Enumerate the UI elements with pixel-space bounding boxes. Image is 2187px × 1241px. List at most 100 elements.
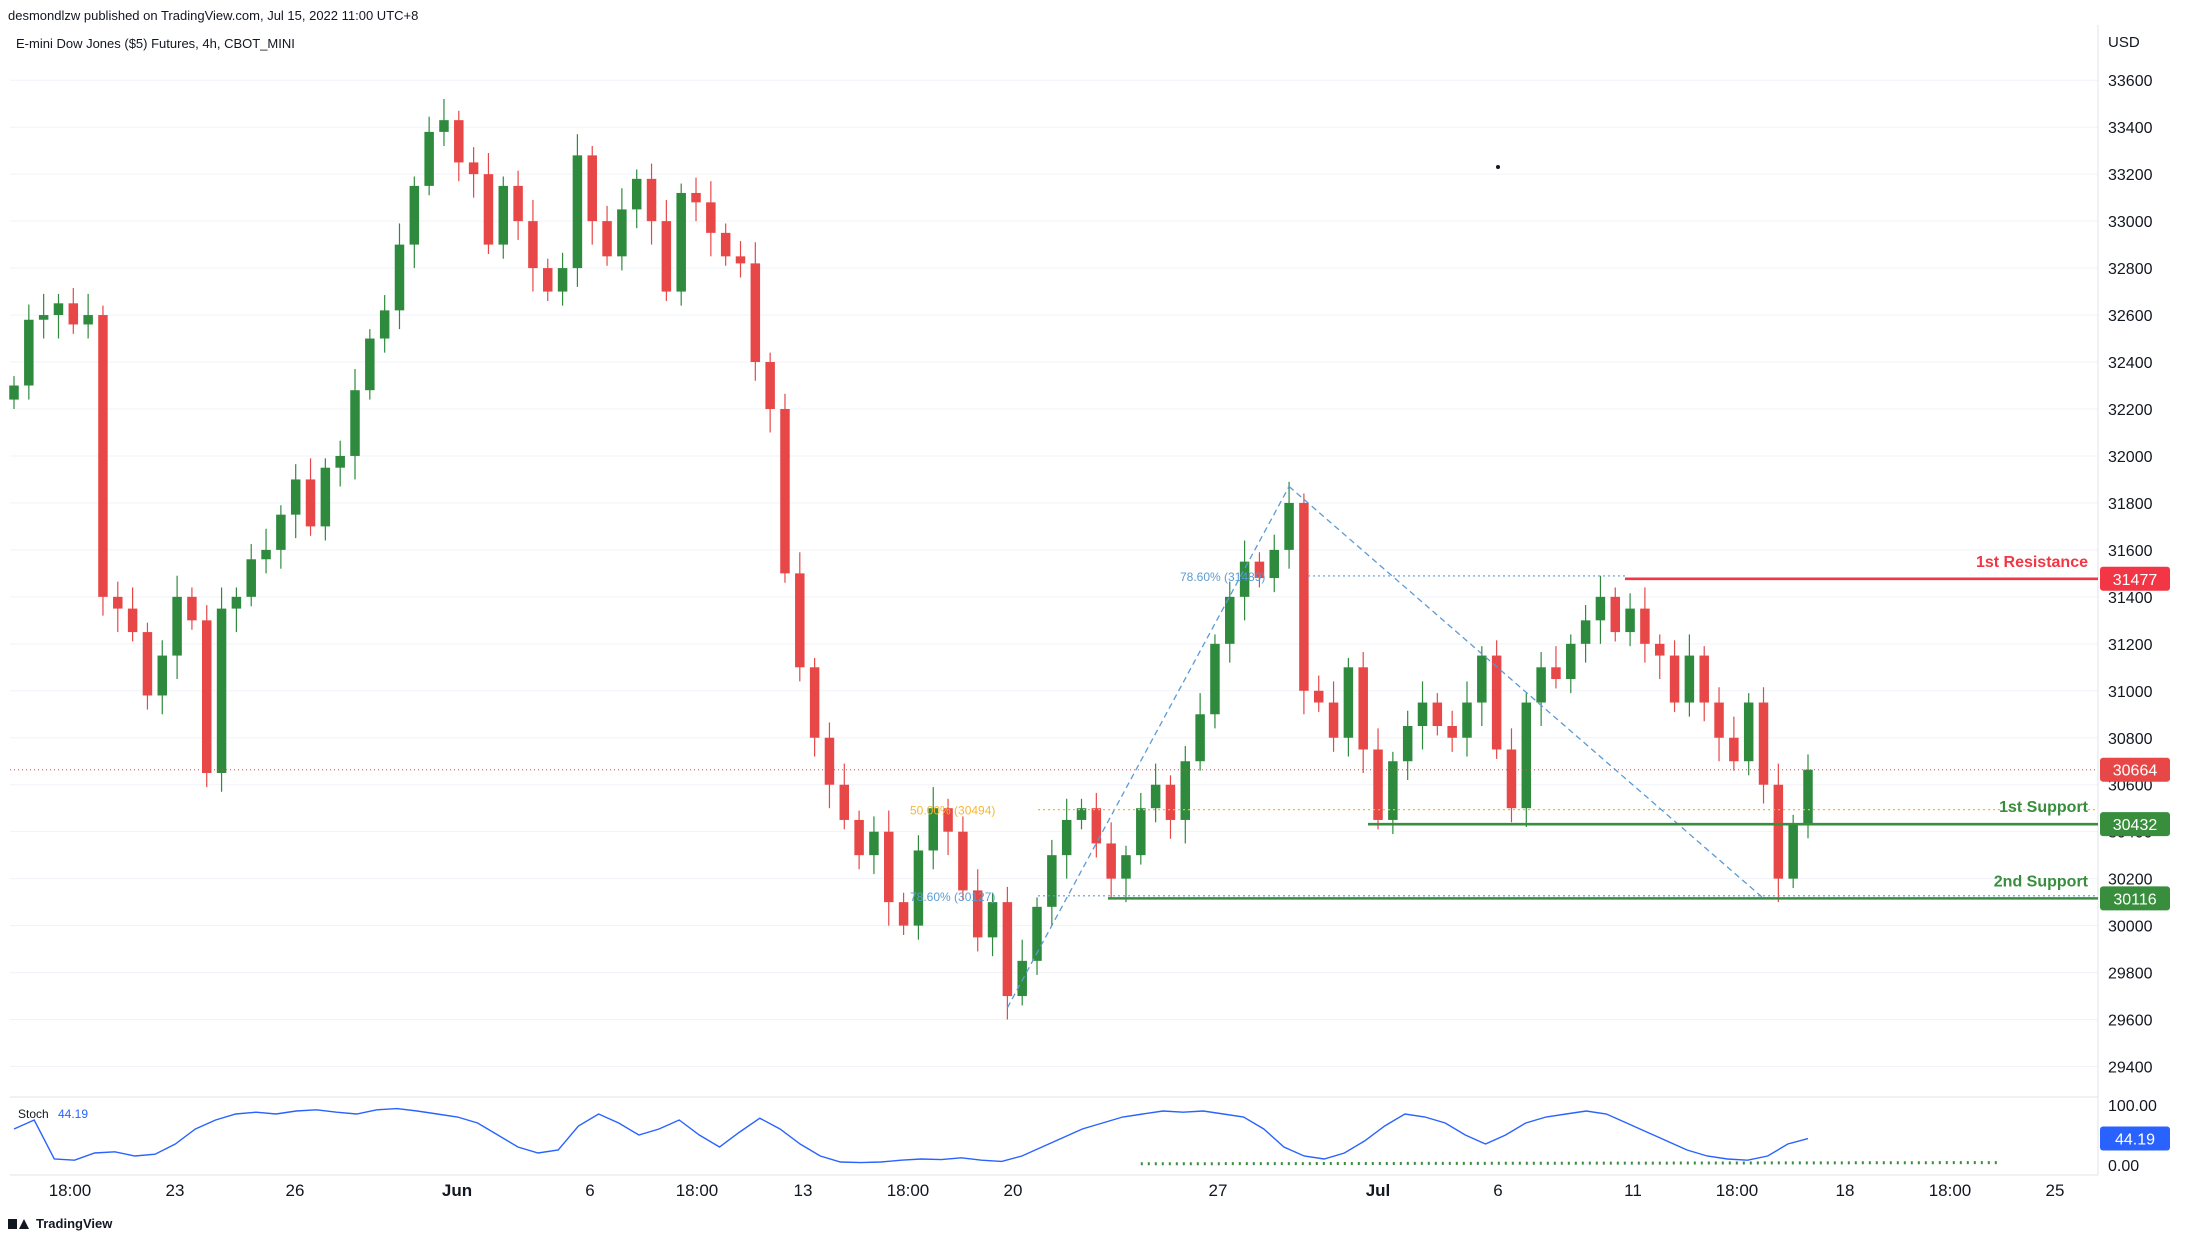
candle-body (201, 620, 212, 773)
level-label: 1st Support (1999, 799, 2089, 816)
level-price-tag (2100, 886, 2170, 911)
candle-body (24, 319, 34, 386)
candle-body (1580, 620, 1591, 644)
price-labels: 31477 30432 30116 30664 44.19 (2100, 566, 2170, 1151)
stoch-tick-label: 0.00 (2108, 1158, 2139, 1175)
candle-body (157, 655, 168, 696)
candle-body (543, 268, 553, 292)
candle-body (1150, 784, 1161, 809)
candle-body (1506, 749, 1517, 809)
fib-level-label: 78.60% (30127) (910, 890, 995, 904)
time-tick-label: 18:00 (676, 1181, 719, 1200)
price-tick-label: 32600 (2108, 308, 2153, 325)
candle-body (1610, 596, 1621, 633)
candle-body (1061, 819, 1072, 856)
price-tick-label: 29800 (2108, 966, 2153, 983)
candle-body (1047, 855, 1057, 907)
candle-body (1803, 769, 1813, 825)
price-axis[interactable]: 2940029600298003000030200304003060030800… (2108, 73, 2157, 1175)
candle-body (943, 808, 953, 832)
candle-body (1566, 643, 1576, 680)
candle-body (1299, 502, 1309, 691)
candle-body (1106, 843, 1116, 879)
candle-body (1788, 824, 1798, 879)
candle-body (305, 479, 316, 527)
time-tick-label: 27 (1209, 1181, 1228, 1200)
candle-body (68, 303, 79, 325)
candle-body (898, 902, 909, 926)
last-price-tag (2100, 757, 2170, 782)
candle-body (454, 120, 464, 163)
candle-body (216, 608, 227, 773)
candle-body (1091, 808, 1102, 844)
candle-body (706, 202, 716, 233)
candle-body (468, 162, 479, 175)
price-tick-label: 33200 (2108, 167, 2153, 184)
candle-body (928, 808, 938, 851)
candle-body (1521, 702, 1532, 809)
candle-body (142, 632, 153, 696)
candle-body (1699, 655, 1709, 703)
candle-body (53, 303, 64, 316)
level-price-value: 30432 (2113, 817, 2158, 834)
time-tick-label: 18:00 (887, 1181, 930, 1200)
candle-body (676, 192, 686, 292)
price-tick-label: 29400 (2108, 1060, 2153, 1077)
candle-body (1358, 667, 1368, 750)
candle-body (572, 155, 583, 269)
candle-body (1210, 643, 1220, 715)
tradingview-icon (8, 1217, 30, 1231)
candle-body (1343, 667, 1354, 738)
candle-body (587, 155, 597, 222)
candle-body (1625, 608, 1635, 633)
price-tick-label: 29600 (2108, 1013, 2153, 1030)
price-tick-label: 30200 (2108, 872, 2153, 889)
candle-body (1002, 902, 1013, 997)
time-tick-label: 18:00 (49, 1181, 92, 1200)
fib-trend-line-down (1288, 485, 1764, 899)
level-price-value: 30116 (2113, 891, 2156, 908)
candle-body (1447, 726, 1457, 738)
time-tick-label: 23 (166, 1181, 185, 1200)
candle-body (557, 268, 568, 292)
candle-body (246, 559, 256, 597)
tradingview-logo[interactable]: TradingView (8, 1216, 112, 1231)
candle-body (1225, 596, 1235, 644)
stoch-dotted-trend (1140, 1161, 2001, 1166)
candle-body (1269, 549, 1279, 579)
candle-body (854, 819, 864, 856)
candle-body (335, 455, 345, 468)
candle-body (661, 221, 672, 292)
price-tick-label: 33600 (2108, 73, 2153, 90)
time-axis[interactable]: 18:00 23 26 Jun 6 18:00 13 18:00 20 27 Jul 6 11 18:00… (49, 1181, 2065, 1200)
candle-body (646, 178, 657, 222)
candle-body (1017, 960, 1027, 997)
level-price-value: 31477 (2113, 572, 2158, 589)
stoch-line (13, 1107, 2001, 1166)
price-tick-label: 31400 (2108, 590, 2153, 607)
candle-body (824, 737, 835, 785)
candle-body (290, 479, 301, 515)
candle-body (1165, 784, 1176, 820)
candle-body (735, 256, 746, 264)
stoch-title: Stoch (18, 1107, 49, 1121)
candle-body (424, 131, 434, 186)
candle-body (1684, 655, 1695, 703)
time-tick-label: 18 (1836, 1181, 1855, 1200)
candle-body (1313, 690, 1324, 703)
candle-body (1432, 702, 1443, 727)
symbol-title[interactable]: E-mini Dow Jones ($5) Futures, 4h, CBOT_… (16, 36, 295, 51)
candle-body (1491, 655, 1502, 750)
stoch-price-tag (2100, 1126, 2170, 1151)
time-tick-label: 20 (1004, 1181, 1023, 1200)
price-tick-label: 33000 (2108, 214, 2153, 231)
price-tick-label: 32200 (2108, 402, 2153, 419)
stoch-grid: Stoch 44.19 (18, 1107, 88, 1121)
candle-body (631, 178, 642, 210)
price-tick-label: 33400 (2108, 120, 2153, 137)
time-tick-label: 6 (585, 1181, 594, 1200)
price-tick-label: 30800 (2108, 731, 2153, 748)
candle-body (498, 185, 509, 245)
fib-trend-line-up (1006, 486, 1290, 1009)
